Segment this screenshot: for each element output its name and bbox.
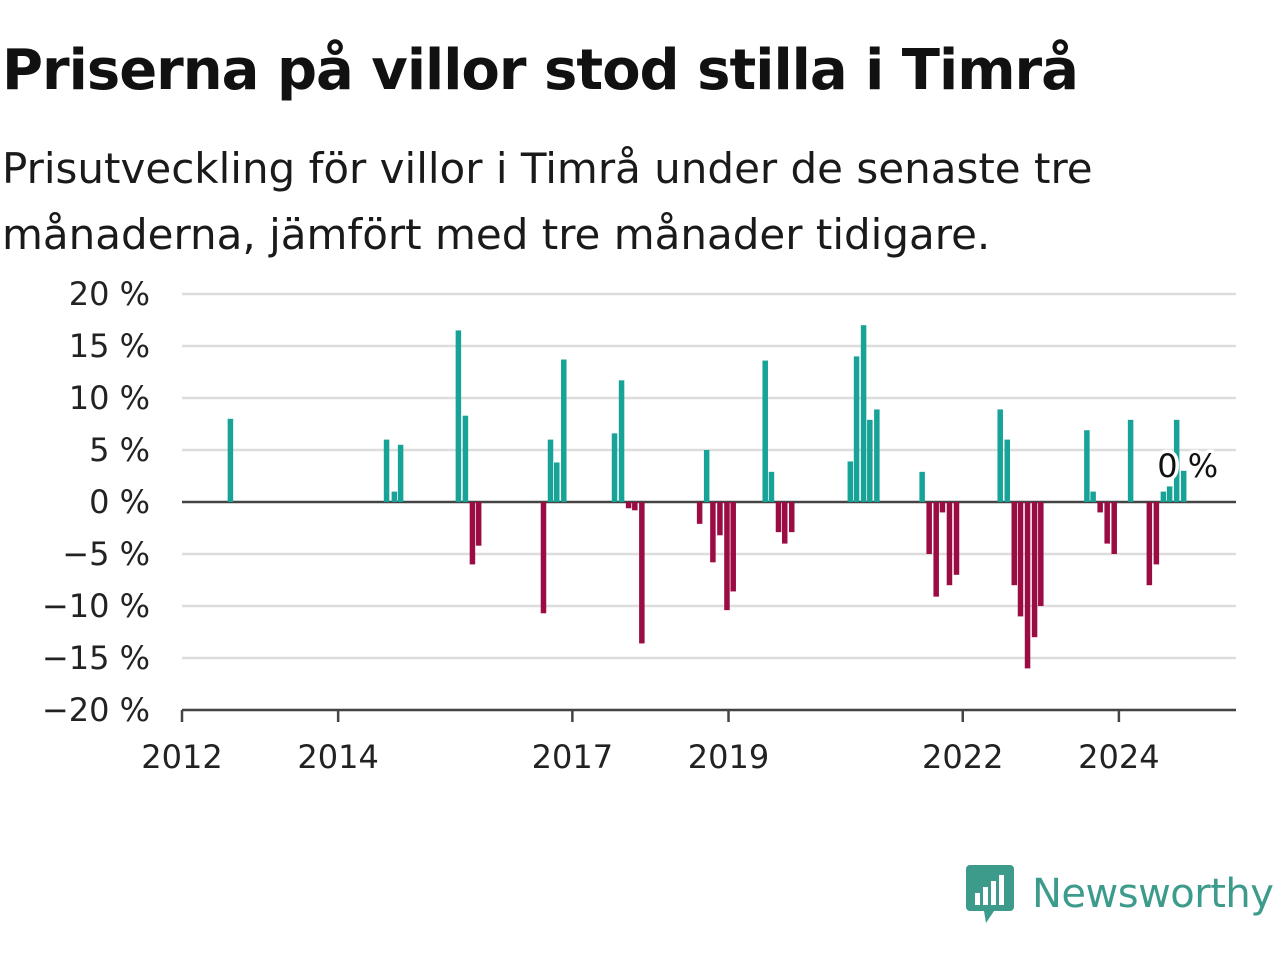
newsworthy-logo-icon (966, 865, 1014, 923)
x-tick-label: 2012 (141, 738, 222, 776)
last-value-label: 0 % (1157, 447, 1218, 485)
bar (710, 502, 716, 563)
y-tick-label: 15 % (69, 327, 150, 365)
bar (926, 502, 932, 554)
bar (853, 356, 860, 502)
bar (946, 502, 953, 586)
bar (1180, 470, 1187, 502)
y-axis: 20 % 15 % 10 % 5 % 0 % −5 % −10 % −15 % −20 % (42, 275, 150, 729)
bar (1173, 419, 1180, 502)
bar (1031, 502, 1038, 638)
bar (874, 409, 880, 502)
annotations: 0 % (1154, 444, 1222, 489)
bars (227, 325, 1187, 669)
bar (639, 502, 645, 644)
bar (1111, 502, 1117, 554)
bar (611, 433, 618, 502)
bar-chart: 20 % 15 % 10 % 5 % 0 % −5 % −10 % −15 % −20 % 20… (42, 275, 1236, 776)
y-tick-label: −5 % (62, 535, 150, 573)
bar (462, 415, 469, 502)
bar (1084, 430, 1090, 502)
bar (867, 419, 873, 502)
y-tick-label: 20 % (69, 275, 150, 313)
bar (618, 380, 625, 502)
bar (1024, 502, 1031, 669)
bar (1127, 419, 1134, 502)
bar (781, 502, 788, 544)
bar (547, 439, 554, 502)
bar (1090, 491, 1096, 502)
bar (1146, 502, 1153, 586)
brand-name: Newsworthy (1032, 871, 1274, 917)
bar (469, 502, 476, 565)
bar (730, 502, 736, 592)
bar (391, 491, 398, 502)
x-tick-label: 2024 (1078, 738, 1159, 776)
bar (1097, 502, 1103, 513)
bar (475, 502, 482, 546)
bar (703, 450, 710, 502)
bar (1160, 491, 1167, 502)
bar (789, 502, 795, 533)
bar (1153, 502, 1160, 565)
bar (939, 502, 946, 513)
bar (632, 502, 638, 511)
bar (933, 502, 939, 597)
bar (847, 461, 854, 502)
bar (696, 502, 703, 524)
chart-subtitle: Prisutveckling för villor i Timrå under … (2, 144, 1093, 259)
y-tick-label: 5 % (89, 431, 150, 469)
x-tick-label: 2017 (532, 738, 613, 776)
bar (1004, 439, 1010, 502)
bar (1038, 502, 1044, 606)
bar (383, 439, 390, 502)
x-tick-label: 2022 (922, 738, 1003, 776)
bar (1104, 502, 1110, 544)
bar (455, 330, 462, 502)
bar (540, 502, 547, 614)
bar (953, 502, 960, 575)
y-tick-label: 10 % (69, 379, 150, 417)
bar (1166, 486, 1173, 502)
y-tick-label: −15 % (42, 639, 150, 677)
chart-title: Priserna på villor stod stilla i Timrå (2, 38, 1079, 103)
bar (919, 471, 925, 502)
bar (997, 409, 1003, 502)
bar (860, 325, 867, 502)
x-axis: 2012 2014 2017 2019 2022 2024 (141, 708, 1236, 776)
bar (768, 471, 775, 502)
x-tick-label: 2014 (297, 738, 378, 776)
y-tick-label: 0 % (89, 483, 150, 521)
brand-logo: Newsworthy (964, 862, 1274, 926)
x-tick-label: 2019 (688, 738, 769, 776)
bar (717, 502, 723, 536)
bar (397, 444, 404, 502)
bar (561, 359, 567, 502)
bar (227, 418, 234, 502)
y-tick-label: −10 % (42, 587, 150, 625)
bar (1011, 502, 1018, 586)
bar (762, 360, 768, 502)
bar (1017, 502, 1024, 617)
bar (625, 502, 632, 509)
y-tick-label: −20 % (42, 691, 150, 729)
bar (775, 502, 782, 533)
bar (554, 462, 560, 502)
bar (724, 502, 730, 611)
